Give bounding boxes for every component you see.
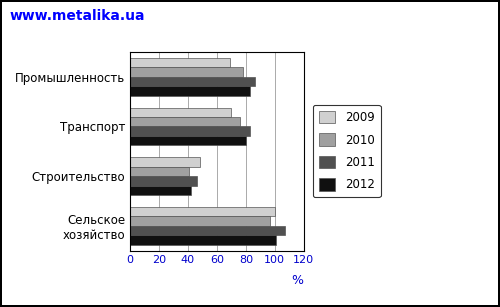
- Bar: [130, 136, 246, 145]
- Text: www.metalika.ua: www.metalika.ua: [10, 9, 145, 23]
- Bar: [130, 167, 190, 176]
- Bar: [130, 58, 230, 67]
- Bar: [130, 226, 285, 235]
- Bar: [130, 235, 276, 245]
- Bar: [130, 107, 232, 117]
- Bar: [130, 117, 240, 126]
- Bar: [130, 67, 243, 77]
- Bar: [130, 157, 200, 167]
- Legend: 2009, 2010, 2011, 2012: 2009, 2010, 2011, 2012: [313, 105, 380, 197]
- Bar: [130, 185, 191, 195]
- Text: %: %: [292, 274, 304, 287]
- Bar: [130, 216, 270, 226]
- Bar: [130, 77, 254, 86]
- Bar: [130, 86, 250, 95]
- Bar: [130, 126, 250, 136]
- Bar: [130, 176, 196, 185]
- Bar: [130, 207, 275, 216]
